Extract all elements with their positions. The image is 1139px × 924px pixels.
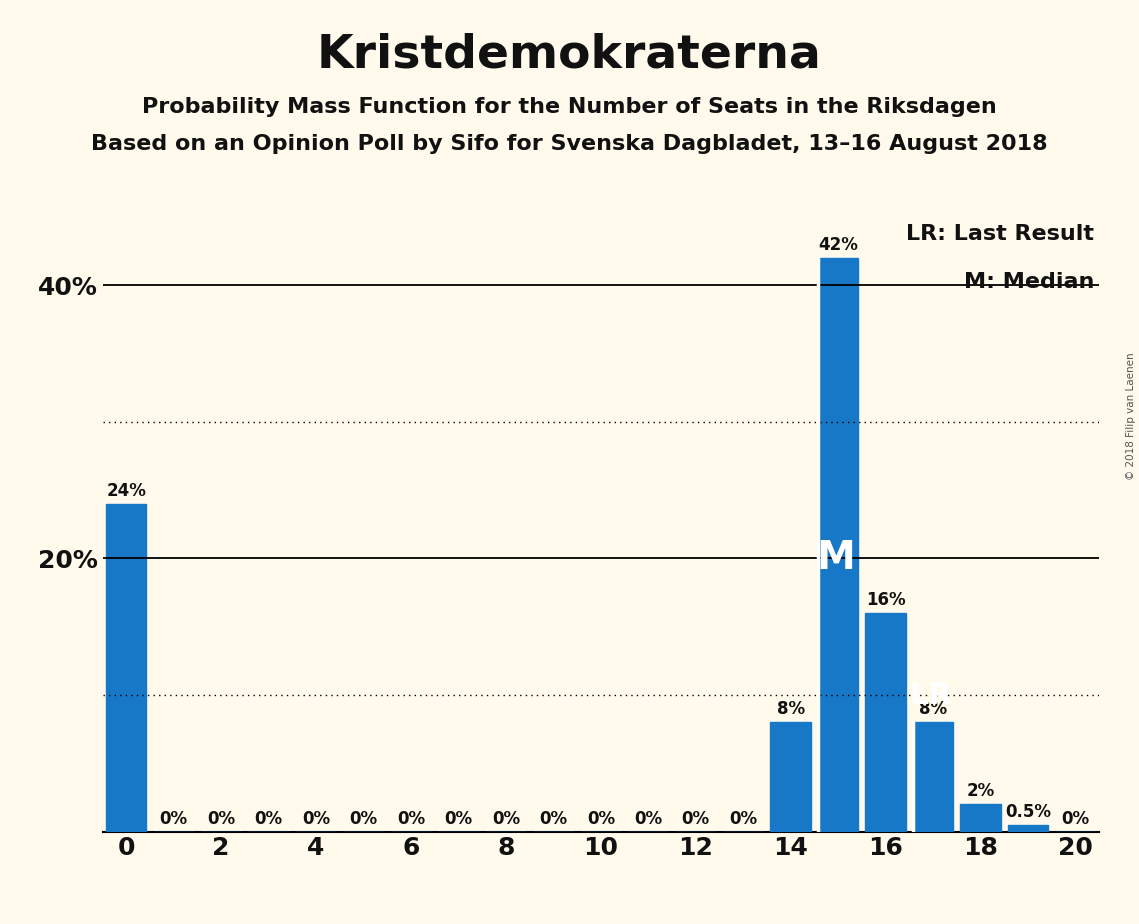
Bar <box>866 613 906 832</box>
Text: LR: Last Result: LR: Last Result <box>907 224 1095 244</box>
Text: Kristdemokraterna: Kristdemokraterna <box>317 32 822 78</box>
Text: 0%: 0% <box>681 809 710 828</box>
Text: LR: LR <box>909 680 952 710</box>
Text: 0.5%: 0.5% <box>1005 803 1051 821</box>
Text: 16%: 16% <box>866 591 906 609</box>
Bar <box>106 504 147 832</box>
Text: 0%: 0% <box>444 809 473 828</box>
Bar <box>960 804 1001 832</box>
Text: © 2018 Filip van Laenen: © 2018 Filip van Laenen <box>1126 352 1136 480</box>
Text: Based on an Opinion Poll by Sifo for Svenska Dagbladet, 13–16 August 2018: Based on an Opinion Poll by Sifo for Sve… <box>91 134 1048 154</box>
Text: 0%: 0% <box>492 809 521 828</box>
Text: 0%: 0% <box>254 809 282 828</box>
Text: Probability Mass Function for the Number of Seats in the Riksdagen: Probability Mass Function for the Number… <box>142 97 997 117</box>
Text: 0%: 0% <box>1062 809 1090 828</box>
Bar <box>770 723 811 832</box>
Text: M: Median: M: Median <box>964 272 1095 292</box>
Text: 24%: 24% <box>106 481 146 500</box>
Text: 0%: 0% <box>587 809 615 828</box>
Text: 0%: 0% <box>634 809 663 828</box>
Text: 42%: 42% <box>818 236 858 254</box>
Text: 0%: 0% <box>207 809 236 828</box>
Bar <box>1008 825 1048 832</box>
Text: 8%: 8% <box>919 700 948 718</box>
Text: M: M <box>817 540 855 578</box>
Bar <box>912 723 953 832</box>
Text: 8%: 8% <box>777 700 805 718</box>
Text: 0%: 0% <box>396 809 425 828</box>
Text: 0%: 0% <box>350 809 378 828</box>
Text: 0%: 0% <box>159 809 188 828</box>
Text: 0%: 0% <box>729 809 757 828</box>
Text: 0%: 0% <box>539 809 567 828</box>
Bar <box>818 258 859 832</box>
Text: 0%: 0% <box>302 809 330 828</box>
Text: 2%: 2% <box>966 783 994 800</box>
